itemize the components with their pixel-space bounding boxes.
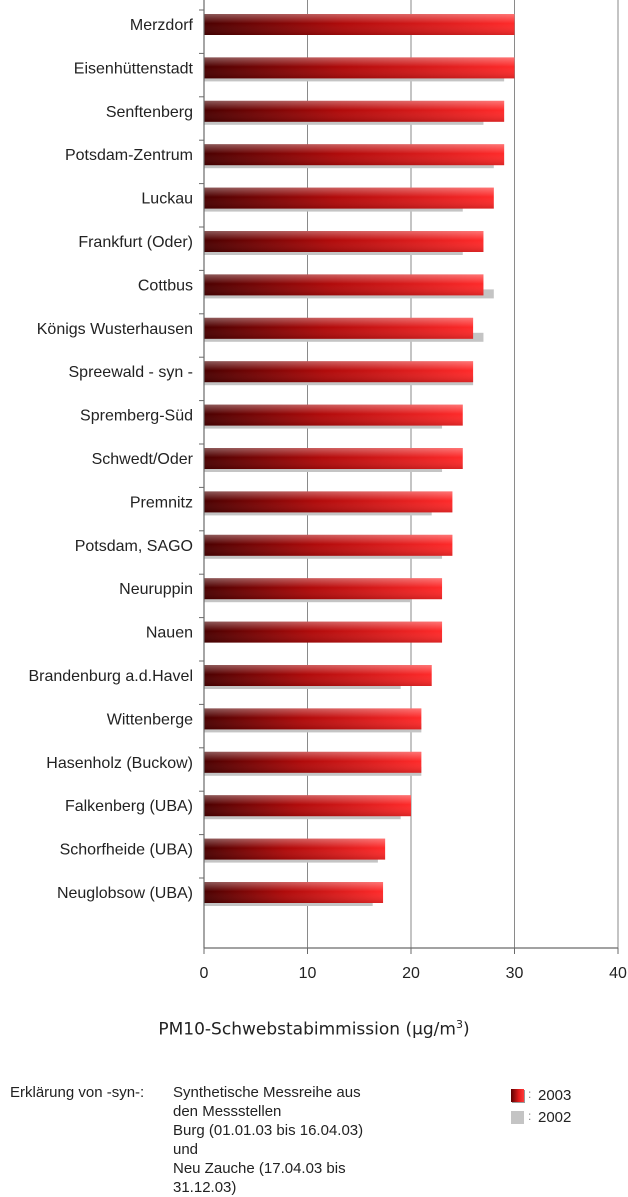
bar-2003-shine: [204, 274, 484, 296]
explanation-key: Erklärung von -syn-:: [10, 1084, 145, 1101]
category-label: Neuglobsow (UBA): [57, 885, 193, 902]
bar-2003-shine: [204, 882, 384, 903]
bar-2003-shine: [204, 448, 463, 469]
bar-2003-shine: [204, 665, 432, 686]
bar-2003-shine: [204, 491, 453, 513]
category-labels: Merzdorf Eisenhüttenstadt Senftenberg Potsd…: [28, 17, 193, 902]
x-axis-title: PM10-Schwebstabimmission (µg/m3): [0, 1018, 628, 1040]
x-tick-label: 0: [200, 965, 209, 982]
bar-2003-shine: [204, 578, 443, 600]
category-label: Schwedt/Oder: [92, 451, 194, 468]
category-label: Königs Wusterhausen: [37, 321, 193, 338]
legend-label-2003: 2003: [538, 1087, 572, 1104]
category-label: Premnitz: [130, 494, 193, 511]
explanation-text: Synthetische Messreihe aus den Messstell…: [173, 1083, 373, 1197]
bar-2003-shine: [204, 751, 422, 773]
category-label: Nauen: [146, 625, 193, 642]
legend-swatch-2003: [511, 1089, 524, 1102]
series-2003: [204, 14, 515, 903]
category-label: Luckau: [141, 191, 193, 208]
category-label: Spremberg-Süd: [80, 408, 193, 425]
category-label: Cottbus: [138, 277, 193, 294]
bar-chart: 0 10 20 30 40 Merzdorf Eisenhüttenstadt Senfte…: [28, 0, 627, 982]
category-label: Frankfurt (Oder): [78, 234, 193, 251]
x-axis-title-superscript: 3: [455, 1018, 463, 1031]
x-axis: 0 10 20 30 40: [199, 0, 627, 982]
explanation-line: Synthetische Messreihe aus den Messstell…: [173, 1084, 361, 1120]
explanation-line: Burg (01.01.03 bis 16.04.03) und: [173, 1122, 364, 1158]
category-label: Spreewald - syn -: [69, 364, 194, 381]
category-label: Potsdam, SAGO: [75, 538, 193, 555]
x-tick-label: 30: [506, 965, 524, 982]
bar-2003-shine: [204, 361, 474, 383]
x-axis-title-end: ): [462, 1019, 470, 1040]
legend-label-2002: 2002: [538, 1109, 572, 1126]
x-tick-label: 40: [609, 965, 627, 982]
bar-2003-shine: [204, 317, 474, 339]
category-label: Potsdam-Zentrum: [65, 147, 193, 164]
category-label: Brandenburg a.d.Havel: [28, 668, 193, 685]
x-axis-title-main: PM10-Schwebstabimmission (µg/m: [158, 1019, 456, 1040]
legend-separator: :: [528, 1109, 532, 1123]
category-label: Wittenberge: [107, 711, 193, 728]
bar-2003-shine: [204, 708, 422, 730]
bar-2003-shine: [204, 231, 484, 252]
bar-2003-shine: [204, 144, 505, 166]
legend-swatch-2002: [511, 1111, 524, 1124]
category-label: Neuruppin: [119, 581, 193, 598]
category-label: Eisenhüttenstadt: [74, 60, 194, 77]
category-label: Senftenberg: [106, 104, 193, 121]
x-tick-label: 10: [299, 965, 317, 982]
bar-2003-shine: [204, 795, 411, 817]
bar-2003-shine: [204, 187, 494, 209]
category-label: Schorfheide (UBA): [60, 842, 193, 859]
legend-separator: :: [528, 1087, 532, 1101]
bar-2003-shine: [204, 100, 505, 122]
bar-2003-shine: [204, 534, 453, 556]
bar-2003-shine: [204, 404, 463, 426]
bar-2003-shine: [204, 57, 515, 79]
bar-2003-shine: [204, 838, 386, 860]
x-tick-label: 20: [402, 965, 420, 982]
bar-2003-shine: [204, 621, 443, 643]
category-label: Merzdorf: [130, 17, 194, 34]
bar-2003-shine: [204, 14, 515, 35]
category-label: Hasenholz (Buckow): [46, 755, 193, 772]
explanation-line: Neu Zauche (17.04.03 bis 31.12.03): [173, 1160, 346, 1196]
category-label: Falkenberg (UBA): [65, 798, 193, 815]
